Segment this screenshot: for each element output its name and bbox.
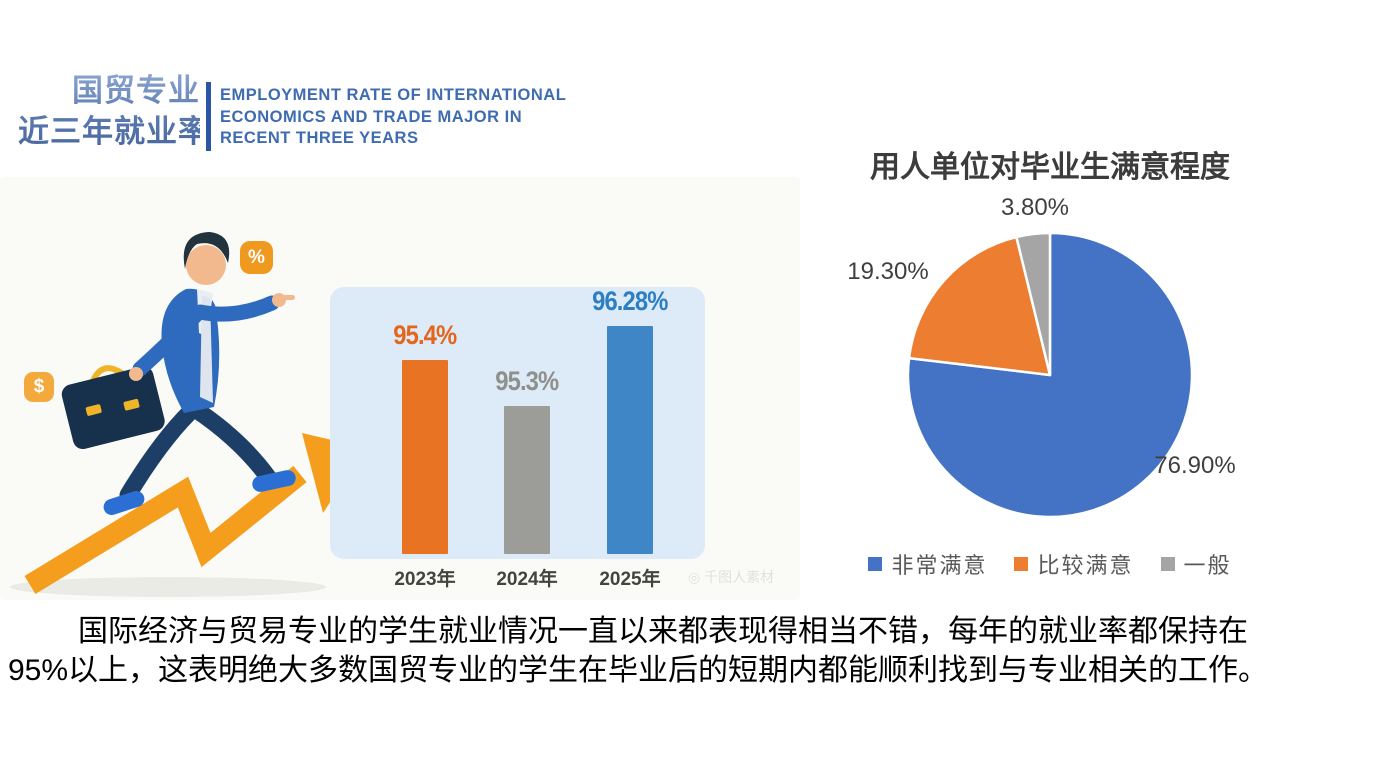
axis-label-2024: 2024年: [496, 569, 558, 590]
pie-slice-1: [907, 235, 1052, 377]
dollar-badge-icon: $: [24, 372, 54, 402]
pie-label-very-satisfied: 76.90%: [1154, 452, 1236, 479]
pie-chart-title: 用人单位对毕业生满意程度: [870, 151, 1230, 184]
page-title-chinese: 国贸专业 近三年就业率: [18, 70, 200, 152]
page-title-english-line3: RECENT THREE YEARS: [220, 129, 419, 147]
page-title-chinese-line2: 近三年就业率: [18, 114, 210, 149]
legend-swatch-orange-icon: [1014, 557, 1029, 571]
bar-group-2023: 95.4%: [379, 320, 471, 554]
bar-value-2024: 95.3%: [495, 366, 560, 396]
legend-item-fairly-satisfied: 比较满意: [1014, 548, 1133, 580]
businessman-growth-arrow-graphic: [10, 232, 366, 597]
bar-2023: [402, 360, 448, 554]
page-title-english-line1: EMPLOYMENT RATE OF INTERNATIONAL: [220, 86, 567, 104]
bar-value-2025: 96.28%: [592, 286, 668, 316]
legend-swatch-blue-icon: [868, 557, 883, 571]
pie-slice-2: [1015, 231, 1052, 377]
pie-label-fairly-satisfied: 19.30%: [847, 258, 929, 285]
growth-arrow-shaft: [24, 465, 307, 594]
axis-label-2025: 2025年: [599, 569, 661, 590]
legend-item-general: 一般: [1160, 548, 1232, 580]
legend-label-general: 一般: [1183, 553, 1232, 578]
satisfaction-pie-chart: [906, 231, 1194, 519]
bar-2025: [607, 326, 653, 554]
bar-2024: [504, 406, 550, 554]
legend-label-fairly-satisfied: 比较满意: [1037, 553, 1134, 578]
legend-swatch-gray-icon: [1160, 557, 1175, 571]
bar-group-2025: 96.28%: [584, 286, 676, 554]
stock-watermark: ◎ 千图人素材: [688, 569, 775, 585]
employment-illustration: $ % 95.4% 95.3% 96.28% 2023年 2024年 2025年…: [0, 177, 800, 600]
dollar-symbol: $: [33, 376, 45, 397]
percent-badge-icon: %: [240, 241, 273, 274]
page-title-english: EMPLOYMENT RATE OF INTERNATIONAL ECONOMI…: [220, 85, 566, 150]
legend-label-very-satisfied: 非常满意: [891, 553, 988, 578]
legend-item-very-satisfied: 非常满意: [868, 548, 987, 580]
axis-label-2023: 2023年: [394, 569, 456, 590]
page-title-chinese-line1: 国贸专业: [72, 73, 200, 108]
summary-line1: 国际经济与贸易专业的学生就业情况一直以来都表现得相当不错，每年的就业率都保持在: [78, 615, 1248, 648]
bar-value-2023: 95.4%: [393, 320, 458, 350]
pie-legend: 非常满意 比较满意 一般: [830, 548, 1270, 580]
ground-shadow: [10, 577, 326, 597]
title-divider: [206, 82, 211, 151]
page-title-english-line2: ECONOMICS AND TRADE MAJOR IN: [220, 107, 523, 126]
summary-line2: 95%以上，这表明绝大多数国贸专业的学生在毕业后的短期内都能顺利找到与专业相关的…: [8, 654, 1269, 687]
summary-paragraph: 国际经济与贸易专业的学生就业情况一直以来都表现得相当不错，每年的就业率都保持在 …: [8, 612, 1385, 690]
pie-label-general: 3.80%: [1000, 194, 1070, 221]
percent-symbol: %: [248, 246, 265, 268]
bar-group-2024: 95.3%: [481, 366, 573, 554]
businessman-figure: [103, 232, 296, 516]
briefcase-icon: [61, 365, 165, 449]
